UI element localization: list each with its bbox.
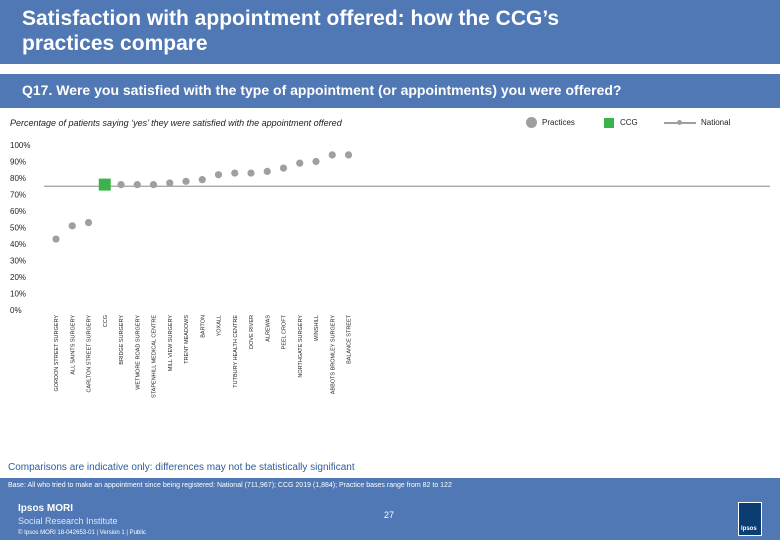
y-tick-label: 10%: [10, 290, 26, 299]
category-label: WINSHILL: [314, 315, 320, 341]
category-label: DOVE RIVER: [249, 315, 255, 349]
base-text: Base: All who tried to make an appointme…: [8, 482, 452, 489]
category-label: ALL SAINTS SURGERY: [70, 315, 76, 375]
chart-subtitle: Percentage of patients saying ‘yes’ they…: [10, 118, 342, 128]
category-label: MILL VIEW SURGERY: [168, 315, 174, 372]
footer-band: [0, 478, 780, 540]
logo-text: Ipsos: [741, 526, 757, 532]
practice-dot: [263, 167, 271, 175]
category-label: STAPENHILL MEDICAL CENTRE: [152, 315, 158, 398]
ipsos-logo: Ipsos: [738, 502, 762, 536]
category-label: PEEL CROFT: [282, 314, 288, 349]
question-band: [0, 74, 780, 108]
y-tick-label: 0%: [10, 306, 22, 315]
practice-dot: [247, 169, 255, 177]
practice-dot: [117, 181, 125, 189]
category-label: ALREWAS: [265, 315, 271, 342]
practice-dot: [52, 235, 60, 243]
category-label: YOXALL: [217, 315, 223, 336]
y-tick-label: 20%: [10, 273, 26, 282]
practice-dot: [133, 181, 141, 189]
comparison-note: Comparisons are indicative only: differe…: [8, 462, 355, 473]
category-label: GORDON STREET SURGERY: [54, 315, 60, 392]
y-tick-label: 30%: [10, 257, 26, 266]
category-label: CARLTON STREET SURGERY: [87, 315, 93, 393]
footer-text: © Ipsos MORI 18-042653-01 | Version 1 | …: [18, 530, 146, 536]
legend-practices-label: Practices: [542, 118, 575, 127]
practice-dot: [198, 176, 206, 184]
page-title: Satisfaction with appointment offered: h…: [22, 7, 560, 55]
ccg-marker: [98, 178, 111, 191]
practice-dot: [279, 164, 288, 172]
y-tick-label: 80%: [10, 174, 26, 183]
category-label: ABBOTS BROMLEY SURGERY: [330, 315, 336, 395]
category-label: NORTHGATE SURGERY: [298, 315, 304, 378]
practice-dot: [214, 171, 223, 179]
brand-subtitle: Social Research Institute: [18, 516, 118, 526]
category-label: TRENT MEADOWS: [184, 315, 190, 364]
practice-dot: [84, 218, 93, 227]
legend-ccg-marker: [604, 118, 614, 128]
practice-dot: [312, 157, 320, 166]
question-text: Q17. Were you satisfied with the type of…: [22, 82, 622, 98]
practice-dot: [166, 179, 174, 187]
chart: 0% 10% 20% 30% 40% 50% 60% 70% 80% 90% 100% GORDON …: [10, 141, 770, 398]
legend-ccg-label: CCG: [620, 118, 638, 127]
practice-dot: [296, 159, 304, 167]
practice-dot: [344, 151, 353, 159]
y-tick-label: 100%: [10, 141, 30, 150]
practice-dot: [149, 181, 158, 189]
legend-national-label: National: [701, 118, 731, 127]
y-tick-label: 40%: [10, 240, 26, 249]
y-tick-label: 60%: [10, 207, 26, 216]
practice-dot: [182, 177, 190, 185]
category-label: TUTBURY HEALTH CENTRE: [233, 315, 239, 388]
category-label: BARTON: [200, 315, 206, 338]
practice-dot: [231, 169, 239, 177]
page-number: 27: [384, 510, 395, 520]
practice-dot: [68, 222, 76, 230]
title-band: [0, 0, 780, 64]
category-label: BALANCE STREET: [347, 314, 353, 364]
legend-national-dot: [677, 120, 682, 125]
category-label: CCG: [103, 315, 109, 327]
legend-practices-marker: [526, 117, 537, 128]
category-label: BRIDGE SURGERY: [119, 315, 125, 365]
brand-name: Ipsos MORI: [18, 503, 74, 514]
y-tick-label: 50%: [10, 224, 26, 233]
practice-dot: [328, 151, 336, 159]
category-label: WETMORE ROAD SURGERY: [135, 315, 141, 390]
y-tick-label: 70%: [10, 191, 26, 200]
y-tick-label: 90%: [10, 158, 26, 167]
